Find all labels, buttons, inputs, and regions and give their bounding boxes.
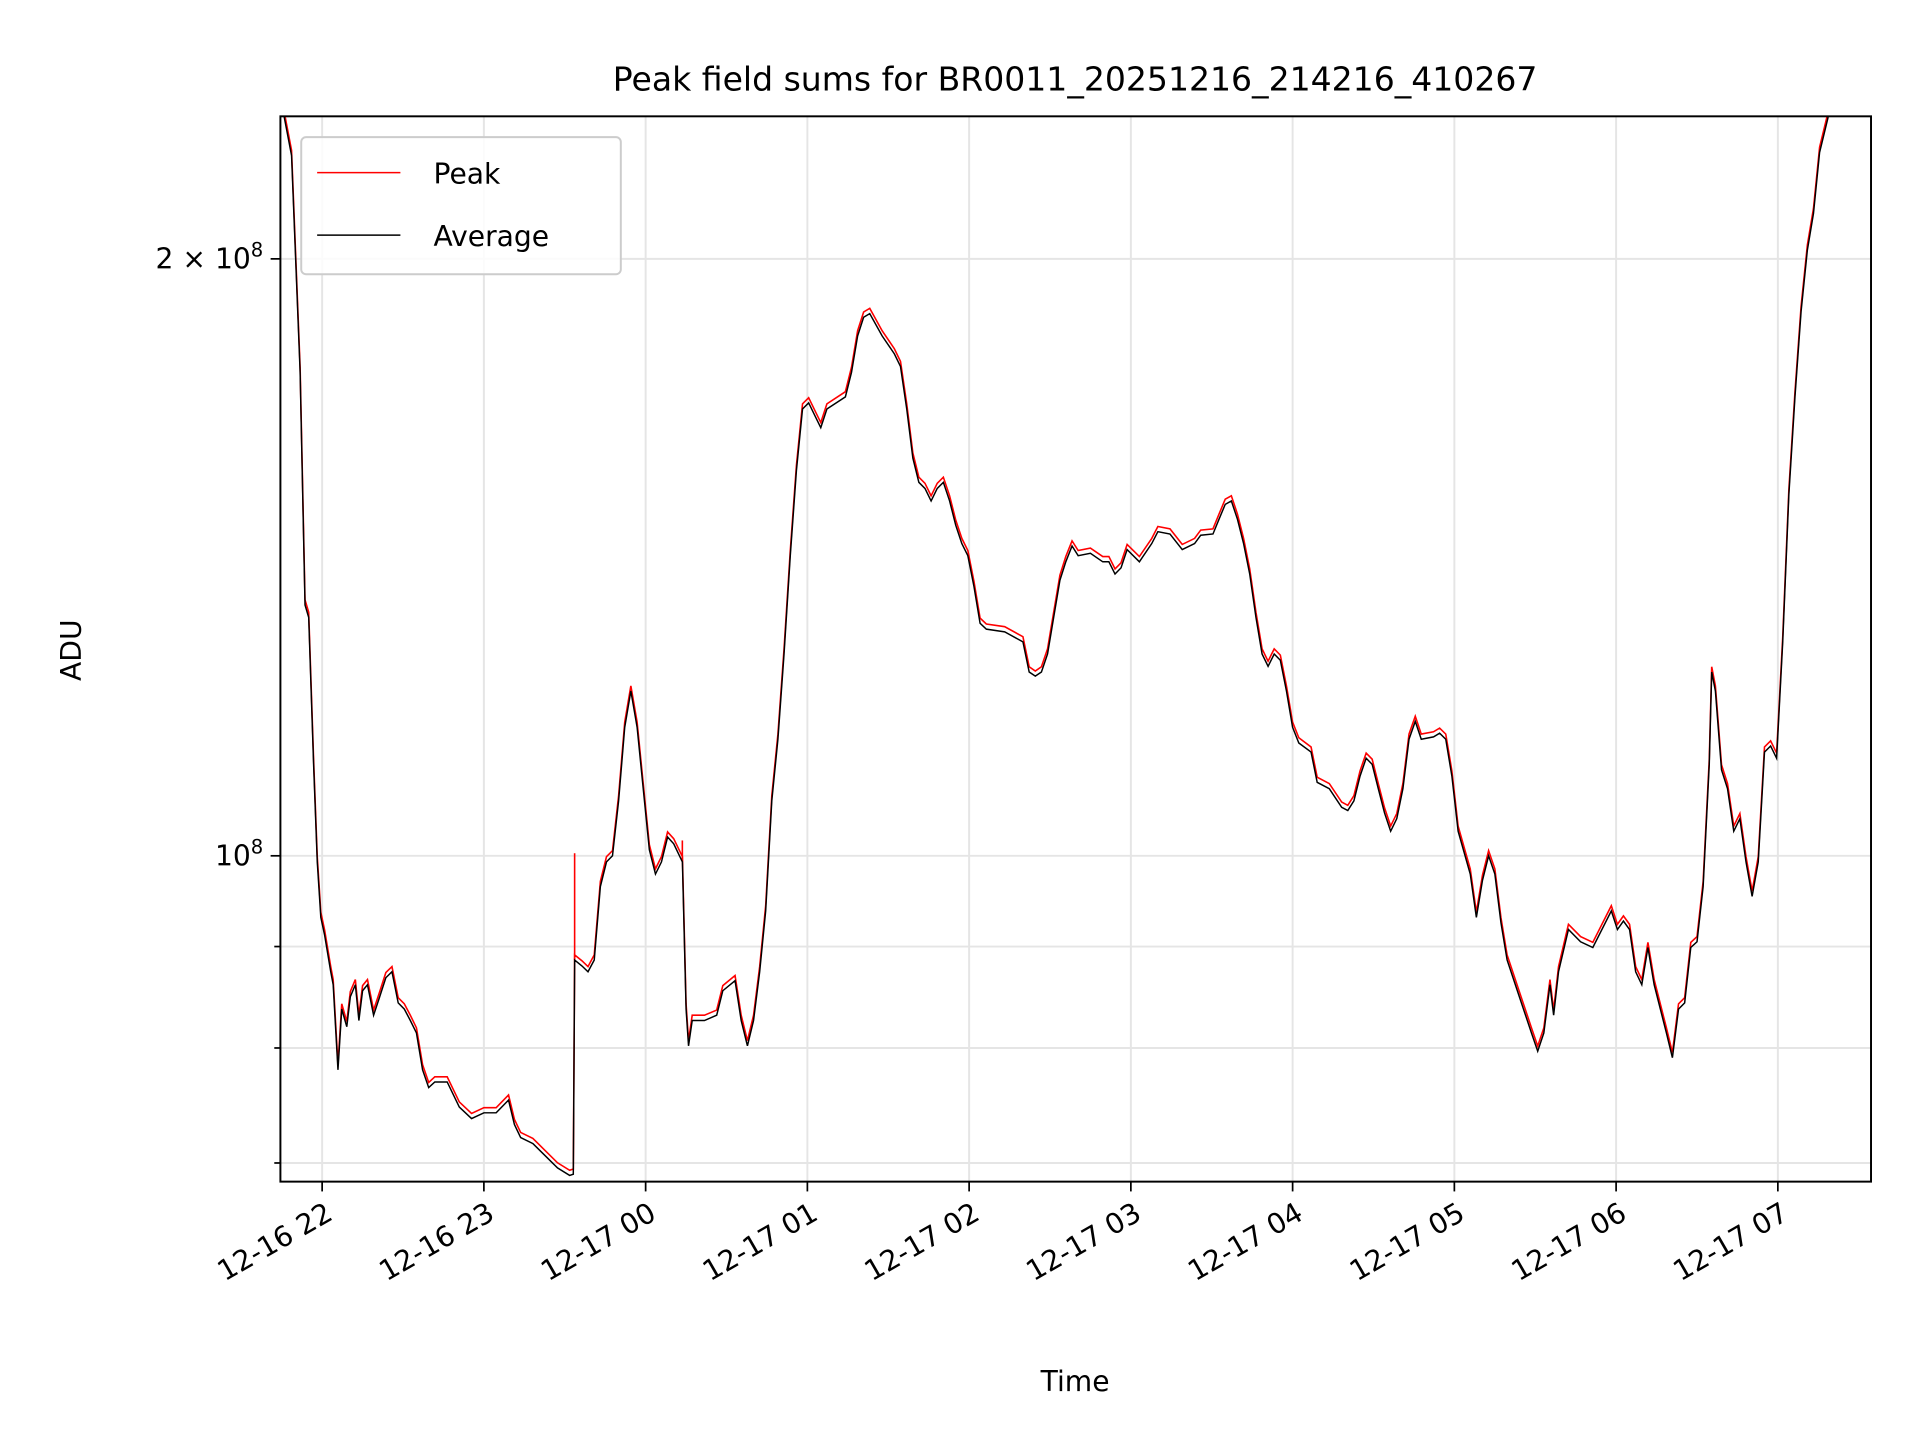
plot-frame (279, 115, 1872, 1183)
y-tick-exponent: 8 (251, 238, 263, 261)
y-tick-label: 108 (215, 835, 263, 872)
y-tick-exponent: 8 (251, 835, 263, 858)
peak-series-line (284, 116, 1828, 1172)
legend-peak-label: Peak (433, 158, 501, 191)
y-axis-label: ADU (55, 619, 88, 681)
x-axis-label: Time (1040, 1365, 1110, 1398)
chart-title: Peak field sums for BR0011_20251216_2142… (613, 60, 1538, 99)
legend: Peak Average (300, 136, 622, 276)
series-lines (283, 116, 1829, 1177)
y-tick-base: 10 (215, 840, 251, 873)
y-tick-label: 2 × 108 (156, 238, 264, 275)
legend-box (300, 136, 622, 276)
average-series-line (283, 116, 1829, 1177)
legend-average-label: Average (433, 220, 549, 253)
grid (280, 116, 1872, 1182)
y-tick-base: 2 × 10 (156, 243, 251, 276)
